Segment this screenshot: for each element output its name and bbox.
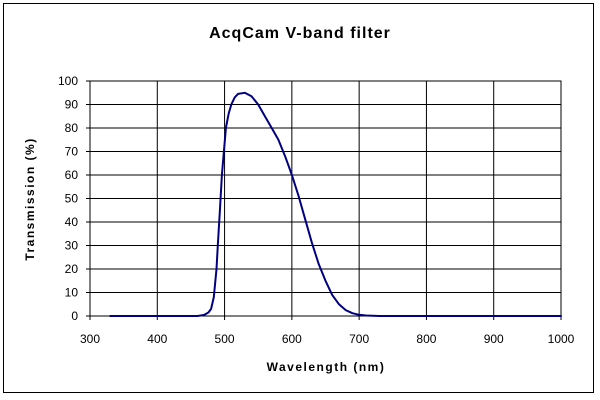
x-tick-label: 600 [282,332,302,346]
x-tick-label: 400 [147,332,167,346]
x-tick-labels: 300 400 500 600 700 800 900 1000 [80,332,575,346]
plot-area [109,91,562,317]
x-tick-label: 500 [215,332,235,346]
y-tick-label: 60 [65,168,79,182]
x-tick-label: 700 [349,332,369,346]
y-tick-label: 100 [58,74,78,88]
grid [86,80,562,320]
y-tick-label: 80 [65,121,79,135]
y-tick-label: 40 [65,215,79,229]
y-tick-labels: 0 10 20 30 40 50 60 70 80 90 100 [58,74,78,323]
y-axis-title: Transmission (%) [23,137,37,260]
y-tick-label: 20 [65,262,79,276]
y-tick-label: 10 [65,286,79,300]
x-tick-label: 800 [416,332,436,346]
y-tick-label: 30 [65,239,79,253]
x-tick-label: 1000 [548,332,575,346]
chart-title: AcqCam V-band filter [209,25,391,42]
x-tick-label: 300 [80,332,100,346]
x-axis-title: Wavelength (nm) [267,360,386,374]
x-tick-label: 900 [484,332,504,346]
y-tick-label: 0 [71,309,78,323]
transmission-curve [109,91,562,317]
y-tick-label: 70 [65,145,79,159]
plot-border [89,80,562,317]
y-tick-label: 50 [65,192,79,206]
y-tick-label: 90 [65,98,79,112]
